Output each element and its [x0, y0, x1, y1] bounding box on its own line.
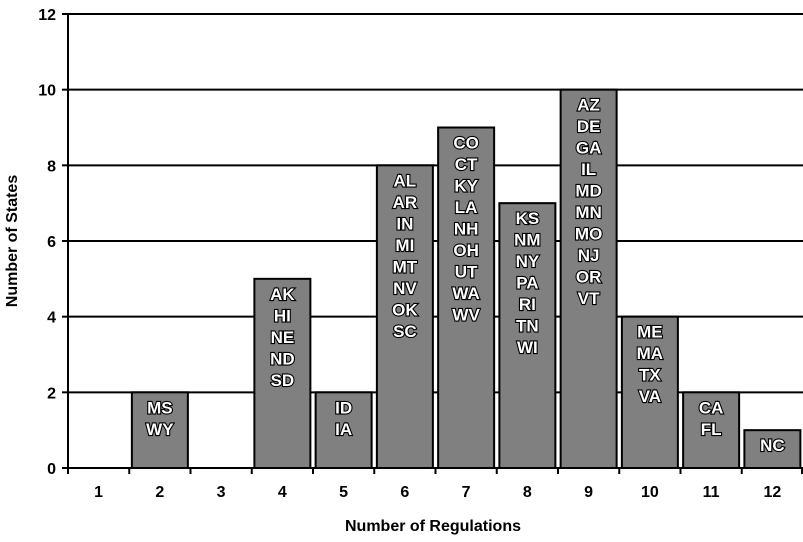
y-tick-label: 0 [47, 461, 56, 478]
state-label: WI [517, 338, 538, 357]
state-label: AR [393, 193, 418, 212]
state-label: IN [396, 214, 413, 233]
x-tick-label: 5 [339, 484, 348, 501]
state-label: NV [393, 279, 417, 298]
state-label: MA [637, 344, 663, 363]
bars: MS WY AK HI NE ND SD ID IA AL AR IN MI MT NV OK SC CO CT KY… [130, 88, 802, 470]
state-label: SC [393, 322, 417, 341]
state-label: ME [637, 323, 663, 342]
x-tick-label: 7 [462, 484, 471, 501]
state-label: NY [516, 252, 540, 271]
state-label: TN [516, 317, 539, 336]
state-label: RI [519, 295, 536, 314]
state-label: NM [514, 231, 540, 250]
bar-5 [314, 391, 373, 470]
y-axis-title: Number of States [4, 175, 21, 308]
y-tick-label: 4 [47, 310, 56, 327]
x-tick-label: 2 [155, 484, 164, 501]
state-label: DE [577, 117, 601, 136]
state-label: CA [699, 398, 724, 417]
bar-6 [375, 164, 434, 469]
x-tick-label: 11 [703, 484, 720, 501]
bar-7 [437, 126, 496, 469]
x-tick-label: 1 [94, 484, 103, 501]
state-label: PA [516, 274, 538, 293]
state-label: MT [393, 257, 418, 276]
state-label: VA [639, 387, 661, 406]
state-label: VT [578, 289, 600, 308]
x-tick-label: 9 [584, 484, 593, 501]
state-label: WA [452, 284, 479, 303]
state-label: ID [335, 398, 352, 417]
state-label: MD [575, 182, 601, 201]
y-tick-label: 10 [38, 83, 56, 100]
state-label: OH [453, 241, 479, 260]
x-tick-label: 12 [763, 484, 781, 501]
x-tick-label: 6 [400, 484, 409, 501]
state-label: NH [454, 220, 479, 239]
y-tick-label: 12 [38, 7, 56, 24]
x-axis-title: Number of Regulations [345, 518, 521, 535]
state-label: AL [394, 171, 417, 190]
state-label: NE [271, 328, 295, 347]
state-label: KY [454, 177, 478, 196]
state-label: ND [270, 349, 295, 368]
state-label: TX [639, 366, 661, 385]
bar-8 [498, 202, 557, 470]
state-label: MO [575, 225, 602, 244]
state-label: IA [335, 420, 352, 439]
state-label: KS [516, 209, 540, 228]
state-label: AK [270, 285, 295, 304]
bar-4 [253, 277, 312, 470]
x-tick-label: 4 [278, 484, 287, 501]
state-label: IL [581, 160, 596, 179]
y-tick-label: 6 [47, 234, 56, 251]
state-label: OK [392, 300, 418, 319]
state-label: FL [701, 420, 722, 439]
state-label: WY [146, 420, 174, 439]
bar-10 [620, 315, 679, 469]
x-tick-label: 3 [217, 484, 226, 501]
state-label: GA [576, 139, 602, 158]
state-label: AZ [577, 96, 600, 115]
state-label: WV [452, 306, 480, 325]
state-label: SD [271, 371, 295, 390]
state-label: UT [455, 263, 478, 282]
state-label: MI [395, 236, 414, 255]
x-tick-label: 8 [523, 484, 532, 501]
state-label: LA [455, 198, 478, 217]
state-label: MN [575, 203, 601, 222]
state-label: CT [455, 155, 478, 174]
bar-12 [743, 429, 802, 469]
y-tick-label: 2 [47, 385, 56, 402]
state-label: NC [760, 436, 785, 455]
y-tick-label: 8 [47, 158, 56, 175]
state-label: NJ [578, 246, 600, 265]
state-label: HI [274, 306, 291, 325]
state-label: OR [576, 268, 602, 287]
gridlines [68, 13, 803, 394]
x-tick-label: 10 [641, 484, 659, 501]
state-label: CO [453, 134, 479, 153]
state-label: MS [147, 398, 173, 417]
bar-9 [559, 88, 618, 470]
